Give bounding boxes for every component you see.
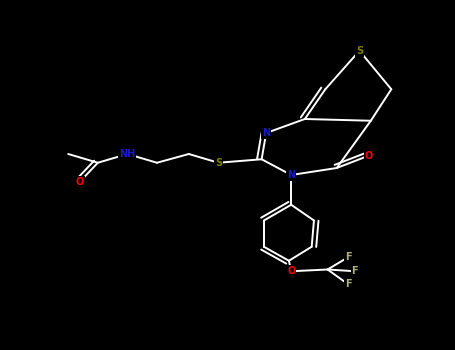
Text: O: O	[76, 177, 84, 187]
Text: O: O	[287, 266, 295, 276]
Text: F: F	[345, 252, 351, 262]
Text: F: F	[345, 279, 351, 289]
Text: O: O	[364, 151, 373, 161]
Text: N: N	[262, 128, 270, 138]
Text: N: N	[287, 170, 295, 180]
Text: NH: NH	[119, 149, 136, 159]
Text: F: F	[352, 266, 358, 276]
Text: S: S	[356, 46, 363, 56]
Text: S: S	[215, 158, 222, 168]
